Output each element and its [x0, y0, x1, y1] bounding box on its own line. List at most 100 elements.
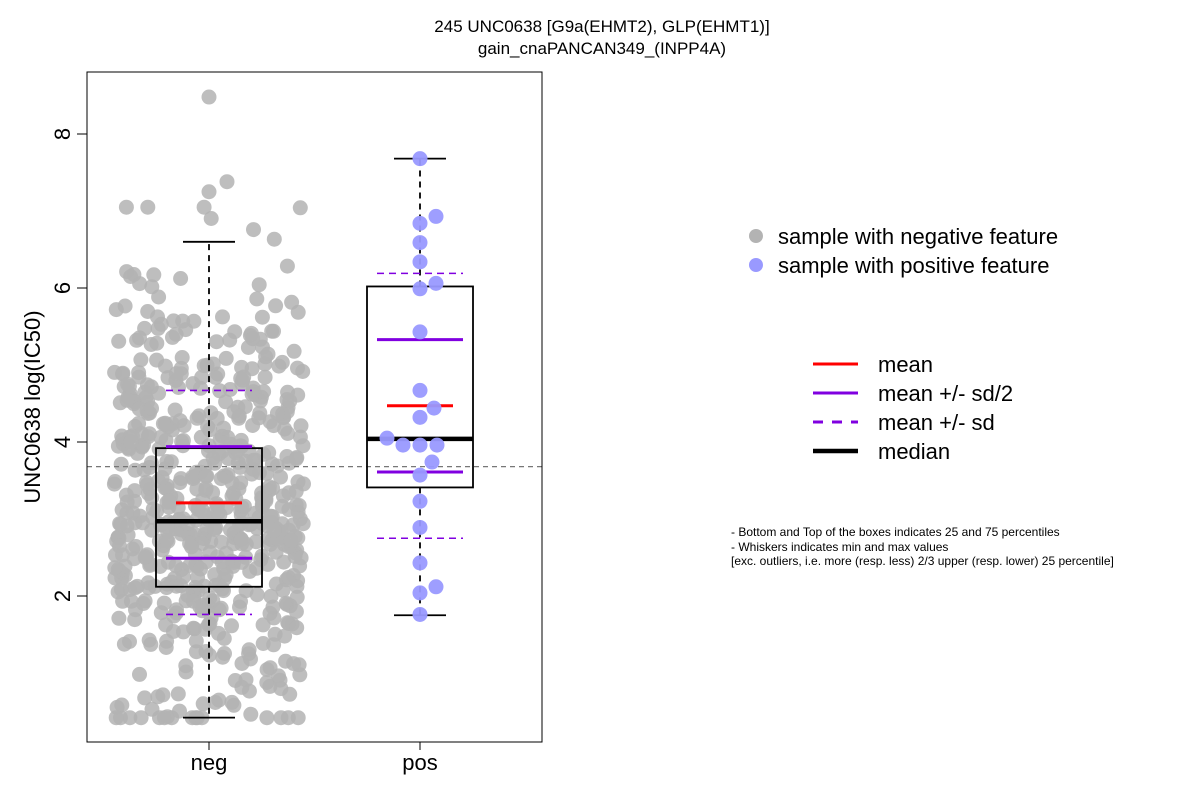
neg-data-point — [120, 527, 136, 543]
pos-data-point — [379, 430, 395, 446]
neg-data-point — [146, 267, 162, 283]
neg-data-point — [218, 350, 234, 366]
neg-data-point — [213, 600, 229, 616]
neg-data-point — [216, 420, 231, 436]
chart-subtitle: gain_cnaPANCAN349_(INPP4A) — [477, 39, 727, 58]
neg-data-point — [209, 334, 224, 350]
neg-data-point — [233, 532, 249, 547]
pos-data-point — [412, 324, 428, 340]
neg-data-point — [269, 458, 285, 474]
neg-data-point — [119, 264, 135, 280]
neg-data-point — [217, 646, 232, 661]
pos-data-point — [424, 454, 440, 470]
neg-data-point — [280, 425, 296, 441]
legend-line-label: mean +/- sd — [878, 410, 995, 435]
neg-box — [155, 447, 263, 588]
neg-outlier-point — [201, 184, 217, 200]
legend-point-marker — [749, 229, 763, 243]
neg-data-point — [176, 569, 192, 585]
pos-data-point — [412, 281, 428, 297]
neg-data-point — [256, 384, 272, 399]
neg-data-point — [127, 580, 143, 596]
neg-data-point — [186, 621, 202, 637]
neg-data-point — [113, 582, 129, 597]
pos-data-point — [428, 579, 444, 595]
neg-outlier-point — [219, 174, 235, 190]
neg-data-point — [133, 352, 149, 368]
neg-data-point — [248, 452, 263, 468]
neg-data-point — [288, 451, 304, 467]
neg-data-point — [281, 502, 297, 518]
neg-data-point — [261, 445, 277, 460]
neg-data-point — [262, 660, 278, 676]
neg-data-point — [123, 434, 139, 450]
neg-data-point — [143, 337, 159, 352]
legend-point-label: sample with negative feature — [778, 224, 1058, 249]
neg-data-point — [157, 461, 173, 477]
neg-data-point — [245, 331, 261, 347]
pos-data-point — [428, 208, 444, 224]
neg-data-point — [139, 477, 155, 493]
neg-data-point — [120, 376, 136, 392]
neg-data-point — [151, 289, 167, 305]
pos-data-point — [412, 585, 428, 601]
neg-data-point — [131, 365, 147, 381]
neg-data-point — [189, 481, 205, 497]
neg-data-point — [293, 418, 309, 434]
y-axis-label: UNC0638 log(IC50) — [20, 310, 45, 503]
neg-data-point — [161, 493, 177, 509]
neg-data-point — [167, 402, 183, 418]
neg-data-point — [107, 364, 123, 380]
neg-data-point — [284, 294, 300, 310]
neg-data-point — [141, 426, 157, 442]
pos-data-point — [412, 467, 428, 483]
y-tick-label: 8 — [50, 128, 75, 140]
neg-data-point — [155, 687, 171, 703]
neg-data-point — [230, 442, 246, 458]
neg-data-point — [175, 433, 191, 448]
neg-data-point — [263, 508, 279, 524]
neg-data-point — [157, 358, 173, 374]
neg-data-point — [113, 456, 129, 472]
pos-data-point — [395, 437, 411, 453]
neg-data-point — [216, 631, 232, 646]
neg-data-point — [244, 386, 260, 402]
x-tick-label-pos: pos — [402, 750, 437, 775]
neg-data-point — [188, 633, 204, 649]
neg-data-point — [278, 572, 294, 588]
neg-data-point — [279, 258, 295, 274]
neg-data-point — [226, 697, 242, 713]
neg-data-point — [276, 554, 292, 570]
neg-points-group — [106, 89, 311, 726]
neg-data-point — [111, 610, 127, 626]
neg-data-point — [257, 356, 273, 372]
neg-data-point — [249, 291, 265, 307]
neg-data-point — [292, 511, 308, 527]
neg-data-point — [286, 656, 302, 672]
neg-data-point — [254, 309, 270, 325]
neg-data-point — [243, 706, 259, 722]
pos-data-point — [412, 235, 428, 251]
neg-data-point — [203, 211, 219, 226]
neg-data-point — [260, 556, 276, 572]
neg-data-point — [147, 578, 163, 594]
pos-data-point — [429, 437, 445, 453]
neg-data-point — [153, 316, 169, 332]
legend-line-label: mean — [878, 352, 933, 377]
neg-data-point — [193, 561, 208, 577]
neg-data-point — [172, 475, 188, 491]
neg-data-point — [194, 502, 210, 518]
neg-data-point — [195, 696, 211, 712]
neg-data-point — [289, 620, 305, 636]
pos-data-point — [412, 437, 428, 453]
neg-data-point — [194, 369, 210, 385]
neg-data-point — [106, 476, 122, 492]
neg-data-point — [292, 667, 308, 683]
neg-data-point — [117, 298, 133, 314]
pos-data-point — [412, 493, 428, 509]
neg-data-point — [252, 405, 268, 421]
neg-data-point — [114, 697, 130, 713]
neg-data-point — [140, 199, 156, 215]
neg-data-point — [173, 271, 189, 286]
neg-data-point — [266, 610, 282, 626]
